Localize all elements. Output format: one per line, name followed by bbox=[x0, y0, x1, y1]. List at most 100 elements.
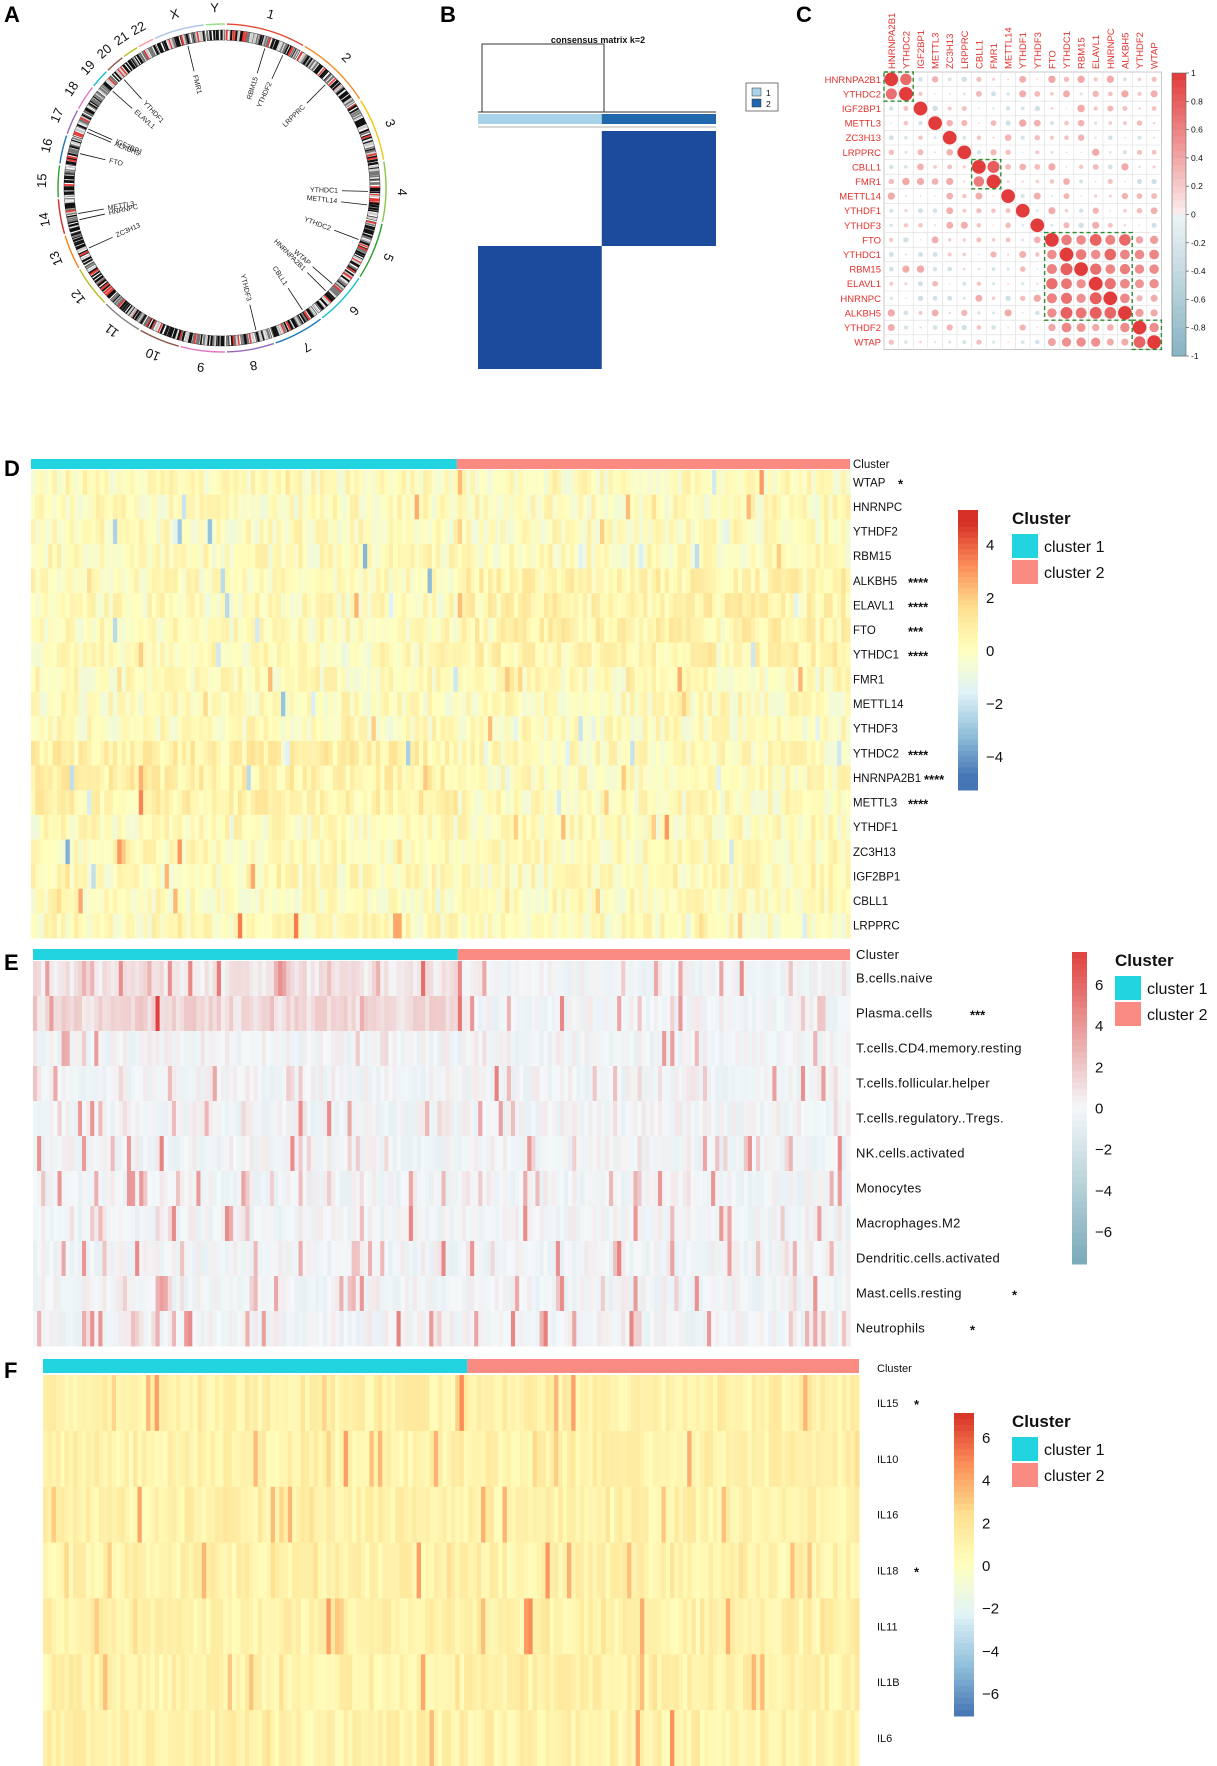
hm-d-cell bbox=[595, 519, 601, 545]
hm-d-cell bbox=[427, 814, 433, 840]
hm-d-cell bbox=[324, 888, 330, 914]
ideogram-band bbox=[367, 156, 378, 161]
corr-cell bbox=[961, 309, 968, 317]
hm-d-cell bbox=[686, 913, 692, 939]
hm-d-cell bbox=[625, 790, 631, 816]
hm-d-cell bbox=[548, 765, 554, 791]
hm-d-cell bbox=[259, 519, 265, 545]
hm-d-cell bbox=[134, 691, 140, 717]
hm-d-cell bbox=[388, 642, 394, 668]
hm-d-cell bbox=[410, 888, 416, 914]
hm-e-cell bbox=[441, 961, 447, 997]
hm-d-cell bbox=[255, 617, 261, 643]
hm-d-colorbar-segment bbox=[958, 773, 978, 780]
hm-d-cell bbox=[513, 765, 519, 791]
hm-d-cell bbox=[742, 593, 748, 619]
hm-d-cell bbox=[763, 864, 769, 890]
hm-d-cell bbox=[608, 494, 614, 520]
hm-d-cell bbox=[362, 913, 368, 939]
hm-d-cell bbox=[242, 839, 248, 865]
hm-d-cell bbox=[194, 494, 200, 520]
panel-label-f: F bbox=[4, 1358, 17, 1383]
hm-e-cell bbox=[253, 961, 259, 997]
hm-d-cell bbox=[229, 864, 235, 890]
hm-d-cell bbox=[470, 593, 476, 619]
hm-d-cell bbox=[707, 864, 713, 890]
hm-d-cell bbox=[552, 913, 558, 939]
panel-label-c: C bbox=[796, 2, 812, 27]
hm-d-cell bbox=[677, 839, 683, 865]
hm-d-cell bbox=[130, 790, 136, 816]
ideogram-band bbox=[303, 310, 311, 321]
hm-d-cell bbox=[371, 913, 377, 939]
hm-d-cell bbox=[595, 839, 601, 865]
hm-d-cell bbox=[65, 691, 71, 717]
hm-d-cell bbox=[130, 765, 136, 791]
hm-d-cell bbox=[82, 568, 88, 594]
hm-d-cell bbox=[483, 814, 489, 840]
hm-d-cell bbox=[681, 814, 687, 840]
hm-d-cell bbox=[832, 617, 838, 643]
hm-d-cell bbox=[397, 814, 403, 840]
hm-d-cell bbox=[608, 617, 614, 643]
hm-d-cell bbox=[811, 667, 817, 693]
hm-d-cell bbox=[250, 667, 256, 693]
hm-d-cell bbox=[186, 691, 192, 717]
hm-d-cell bbox=[337, 470, 342, 496]
corr-colorbar-segment bbox=[1172, 264, 1186, 272]
hm-d-cell bbox=[431, 814, 437, 840]
hm-d-cell bbox=[625, 839, 631, 865]
hm-d-cell bbox=[406, 470, 411, 496]
hm-e-cell bbox=[298, 961, 304, 997]
hm-d-cell bbox=[99, 568, 105, 594]
corr-cluster-box-4 bbox=[1131, 319, 1163, 351]
hm-d-cell bbox=[582, 765, 588, 791]
hm-d-cell bbox=[151, 765, 157, 791]
hm-d-cell bbox=[293, 470, 299, 496]
ideogram-band bbox=[261, 330, 266, 341]
ideogram-band bbox=[364, 226, 375, 231]
hm-d-cell bbox=[660, 913, 666, 939]
hm-d-cell bbox=[56, 888, 62, 914]
hm-d-cell bbox=[496, 913, 502, 939]
hm-d-cell bbox=[837, 888, 842, 914]
hm-d-cell bbox=[509, 864, 515, 890]
hm-d-cell bbox=[268, 765, 273, 791]
hm-d-cell bbox=[742, 716, 748, 742]
hm-e-cell bbox=[498, 961, 504, 997]
ideogram-band bbox=[106, 288, 116, 298]
ideogram-band bbox=[251, 332, 256, 343]
hm-d-cell bbox=[306, 888, 312, 914]
hm-d-cell bbox=[587, 864, 592, 890]
hm-d-cell bbox=[531, 617, 536, 643]
ideogram-band bbox=[296, 51, 304, 62]
hm-d-cell bbox=[505, 470, 511, 496]
hm-d-cell bbox=[548, 642, 554, 668]
hm-d-cell bbox=[56, 617, 62, 643]
ideogram-band bbox=[361, 134, 372, 140]
corr-cell bbox=[978, 122, 980, 124]
hm-d-cell bbox=[643, 864, 649, 890]
hm-d-cell bbox=[31, 839, 36, 865]
hm-d-cell bbox=[466, 740, 472, 766]
hm-d-cell bbox=[686, 494, 692, 520]
corr-cell bbox=[917, 149, 924, 156]
hm-d-cell bbox=[440, 519, 446, 545]
ideogram-band bbox=[67, 218, 78, 222]
hm-d-cell bbox=[569, 740, 575, 766]
hm-d-cell bbox=[759, 617, 765, 643]
hm-d-cell bbox=[151, 519, 157, 545]
hm-e-cell bbox=[351, 961, 357, 997]
hm-d-cell bbox=[332, 494, 338, 520]
corr-cell bbox=[947, 106, 952, 111]
hm-d-cell bbox=[401, 642, 407, 668]
hm-d-cell bbox=[755, 814, 761, 840]
hm-d-cell bbox=[87, 617, 92, 643]
hm-d-cell bbox=[431, 470, 437, 496]
corr-cell bbox=[1035, 150, 1040, 155]
corr-cell bbox=[1090, 249, 1101, 260]
hm-e-cell bbox=[404, 961, 410, 997]
hm-d-cell bbox=[190, 913, 196, 939]
ideogram-band bbox=[356, 247, 367, 254]
hm-d-cell bbox=[625, 913, 631, 939]
